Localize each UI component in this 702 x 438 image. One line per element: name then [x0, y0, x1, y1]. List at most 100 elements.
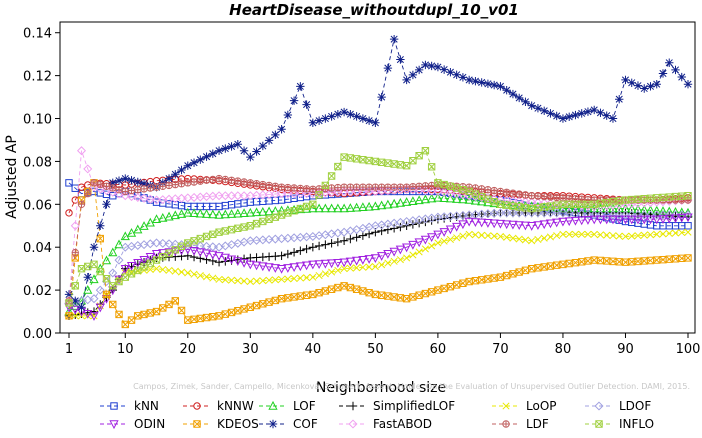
- data-point-inflo: [596, 199, 605, 208]
- data-point-kdeos: [152, 307, 161, 316]
- data-point-loop: [146, 265, 154, 274]
- data-point-fastabod: [183, 193, 193, 203]
- data-point-fastabod: [195, 192, 205, 202]
- data-point-fastabod: [402, 184, 412, 194]
- data-point-ldf: [471, 184, 480, 192]
- data-point-odin: [577, 216, 587, 226]
- data-point-loop: [603, 231, 611, 239]
- data-point-cof: [196, 155, 205, 164]
- data-point-inflo: [615, 197, 623, 205]
- data-point-odin: [539, 220, 549, 230]
- legend-marker: [193, 420, 201, 428]
- data-point-inflo: [134, 266, 142, 275]
- data-point-lof: [264, 206, 274, 216]
- data-point-kdeos: [321, 287, 330, 295]
- data-point-ldof: [639, 210, 649, 220]
- data-point-cof: [202, 152, 211, 161]
- data-point-lof: [201, 209, 212, 218]
- series-loop: [65, 228, 692, 320]
- data-point-ldof: [539, 208, 549, 218]
- data-point-cof: [71, 296, 80, 306]
- data-point-fastabod: [283, 189, 293, 199]
- data-point-kdeos: [202, 313, 211, 322]
- data-point-odin: [520, 221, 531, 231]
- data-point-lof: [195, 208, 205, 218]
- data-point-loop: [459, 232, 467, 240]
- data-point-loop: [215, 275, 223, 283]
- data-point-cof: [590, 105, 599, 115]
- data-point-cof: [446, 67, 455, 77]
- data-point-fastabod: [189, 192, 199, 202]
- data-point-cof: [683, 80, 693, 89]
- data-point-loop: [253, 277, 261, 285]
- data-point-odin: [301, 261, 312, 271]
- data-point-odin: [608, 215, 618, 225]
- data-point-fastabod: [508, 196, 518, 206]
- data-point-ldf: [246, 179, 255, 187]
- data-point-odin: [351, 256, 362, 266]
- data-point-lof: [370, 201, 381, 211]
- data-point-ldof: [608, 210, 618, 220]
- data-point-cof: [83, 273, 92, 282]
- data-point-simplifiedlof: [433, 215, 443, 224]
- data-point-cof: [233, 140, 243, 149]
- data-point-odin: [108, 286, 118, 296]
- data-point-ldof: [114, 255, 124, 265]
- data-point-lof: [176, 209, 187, 218]
- data-point-kdeos: [296, 292, 305, 300]
- data-point-ldf: [234, 177, 242, 185]
- data-point-odin: [389, 247, 399, 257]
- data-point-odin: [226, 255, 237, 265]
- data-point-ldof: [502, 208, 512, 218]
- data-point-ldf: [190, 178, 198, 186]
- data-point-fastabod: [164, 194, 174, 204]
- data-point-inflo: [327, 172, 336, 180]
- data-point-fastabod: [458, 190, 468, 200]
- data-point-ldof: [108, 268, 118, 278]
- data-point-simplifiedlof: [327, 239, 336, 248]
- x-tick-label: 100: [676, 342, 701, 357]
- data-point-odin: [427, 233, 437, 242]
- legend-marker: [502, 402, 510, 410]
- data-point-fastabod: [214, 191, 224, 201]
- data-point-kdeos: [578, 258, 586, 266]
- data-point-odin: [514, 221, 524, 230]
- data-point-fastabod: [202, 192, 212, 202]
- data-point-loop: [534, 235, 542, 244]
- data-point-loop: [265, 276, 273, 284]
- data-point-fastabod: [302, 189, 312, 199]
- data-point-lof: [126, 227, 137, 237]
- legend-marker: [109, 420, 119, 430]
- legend-item-lof: LOF: [259, 399, 316, 413]
- data-point-odin: [589, 215, 599, 225]
- data-point-odin: [452, 222, 462, 232]
- data-point-kdeos: [409, 293, 417, 301]
- data-point-fastabod: [533, 198, 543, 208]
- data-point-loop: [152, 265, 161, 273]
- data-point-kdeos: [359, 287, 367, 295]
- data-point-inflo: [221, 227, 230, 235]
- data-point-odin: [558, 217, 568, 227]
- legend-label: LoOP: [526, 399, 557, 413]
- data-point-fastabod: [102, 186, 112, 196]
- data-point-cof: [346, 110, 355, 119]
- data-point-lof: [183, 207, 193, 217]
- legend-label: LDOF: [619, 399, 651, 413]
- data-point-odin: [339, 258, 349, 268]
- data-point-lof: [245, 207, 255, 217]
- data-point-ldf: [227, 176, 236, 184]
- data-point-ldf: [340, 183, 348, 191]
- data-point-kdeos: [134, 312, 142, 320]
- data-point-ldf: [134, 186, 142, 194]
- data-point-lof: [239, 208, 249, 218]
- data-point-cof: [383, 63, 393, 73]
- data-point-inflo: [252, 219, 261, 228]
- data-point-ldf: [540, 192, 548, 201]
- data-point-knn: [65, 179, 73, 187]
- data-point-cof: [677, 72, 686, 82]
- data-point-ldf: [402, 183, 411, 191]
- data-point-fastabod: [558, 199, 568, 209]
- data-point-loop: [184, 269, 192, 277]
- data-point-loop: [659, 230, 667, 238]
- data-point-ldof: [483, 209, 493, 219]
